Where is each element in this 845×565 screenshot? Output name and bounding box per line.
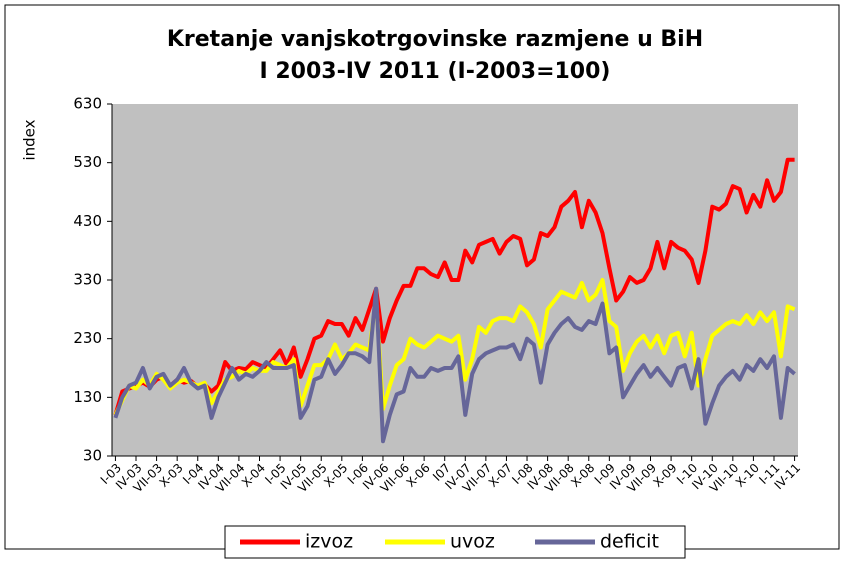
legend-label: izvoz xyxy=(305,531,353,553)
y-tick-label: 130 xyxy=(73,388,102,406)
y-tick-label: 330 xyxy=(73,271,102,289)
y-axis-label: index xyxy=(21,119,39,160)
chart-title: Kretanje vanjskotrgovinske razmjene u Bi… xyxy=(167,27,703,52)
series-line xyxy=(113,157,795,416)
y-tick-label: 630 xyxy=(73,95,102,113)
y-tick-label: 30 xyxy=(83,447,102,465)
legend-label: deficit xyxy=(600,531,659,553)
y-tick-label: 230 xyxy=(73,329,102,347)
legend-label: uvoz xyxy=(450,531,495,553)
series-line xyxy=(113,286,796,444)
y-tick-label: 430 xyxy=(73,212,102,230)
legend xyxy=(224,525,686,559)
y-tick-label: 530 xyxy=(73,153,102,171)
chart-subtitle: I 2003-IV 2011 (I-2003=100) xyxy=(260,59,611,84)
